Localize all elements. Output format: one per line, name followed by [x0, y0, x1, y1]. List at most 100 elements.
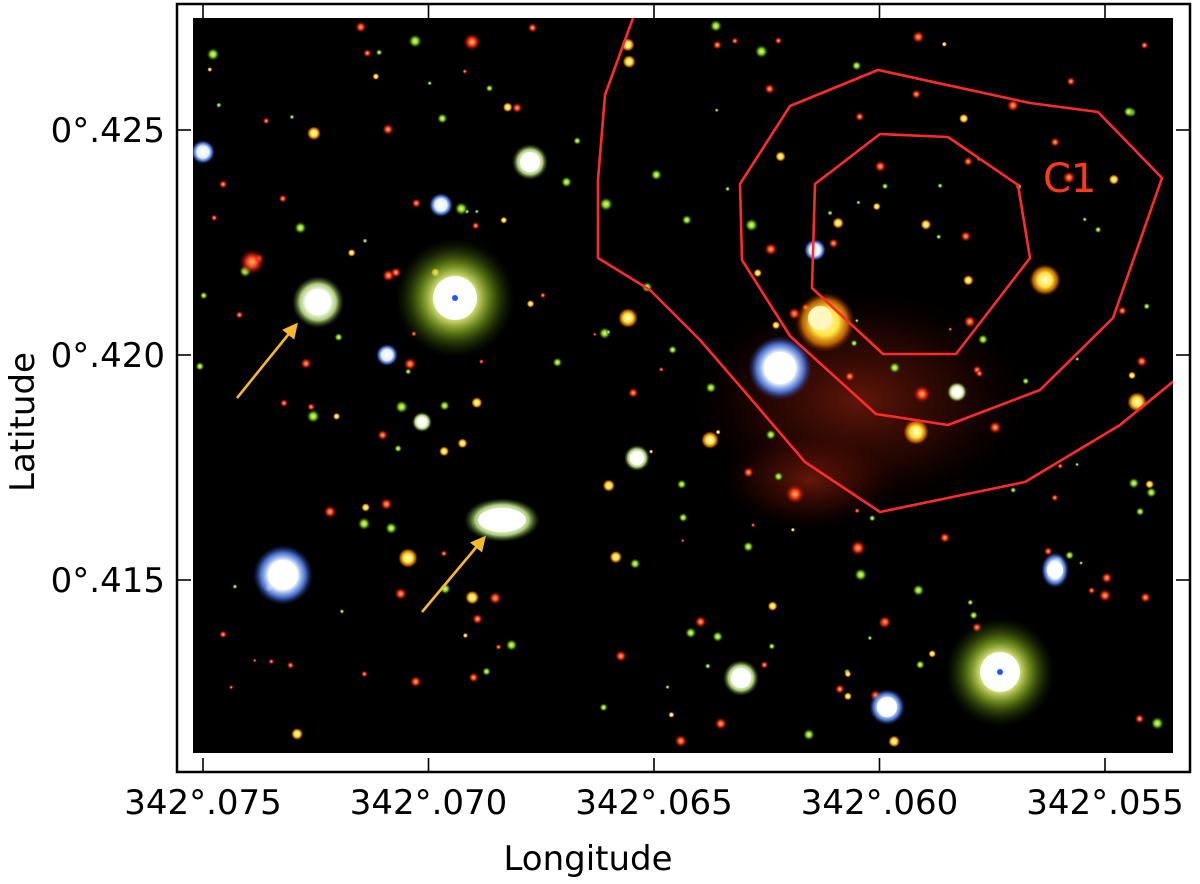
faint-star: [485, 84, 494, 93]
faint-star: [750, 522, 756, 528]
faint-star: [339, 608, 345, 614]
faint-star: [912, 584, 925, 597]
faint-star: [709, 19, 723, 33]
faint-star: [960, 230, 972, 242]
faint-star: [592, 332, 597, 337]
faint-star: [294, 221, 307, 234]
faint-star: [658, 366, 664, 373]
faint-star: [471, 397, 483, 409]
faint-star: [409, 675, 422, 688]
faint-star: [1050, 137, 1061, 148]
faint-star: [680, 538, 685, 543]
sky-image: [193, 18, 1173, 753]
faint-star: [462, 68, 468, 75]
faint-star: [881, 182, 889, 190]
faint-star: [742, 541, 754, 553]
faint-star: [300, 357, 312, 370]
faint-star: [361, 503, 371, 512]
faint-star: [474, 209, 479, 214]
faint-star: [622, 55, 636, 69]
faint-star: [333, 412, 341, 420]
faint-star: [767, 601, 778, 611]
faint-star: [602, 479, 615, 492]
faint-star: [828, 238, 839, 249]
faint-star: [334, 332, 343, 342]
faint-star: [681, 214, 692, 225]
faint-star: [843, 692, 852, 701]
axes-frame: [175, 2, 1192, 774]
faint-star: [495, 643, 502, 651]
faint-star: [889, 362, 901, 374]
faint-star: [888, 735, 900, 748]
faint-star: [939, 532, 951, 544]
faint-star: [1065, 550, 1075, 560]
faint-star: [394, 587, 408, 601]
arrow-annotation: [235, 322, 298, 399]
faint-star: [937, 182, 943, 189]
faint-star: [199, 291, 208, 300]
y-tick-label: 0°.420: [51, 336, 165, 376]
faint-star: [685, 627, 697, 639]
faint-star: [844, 371, 856, 382]
faint-star: [286, 661, 295, 670]
faint-star: [382, 123, 394, 136]
faint-star: [694, 615, 707, 628]
faint-star: [437, 113, 448, 124]
faint-star: [868, 514, 876, 522]
faint-star: [988, 420, 1002, 434]
faint-star: [714, 108, 719, 113]
faint-star: [471, 221, 480, 230]
faint-star: [427, 80, 433, 86]
faint-star: [790, 527, 796, 532]
faint-star: [674, 734, 688, 748]
faint-star: [439, 446, 450, 457]
faint-star: [1078, 560, 1084, 566]
faint-star: [854, 318, 859, 323]
faint-star: [268, 658, 275, 665]
faint-star: [210, 214, 218, 222]
faint-star: [731, 37, 739, 45]
faint-star: [262, 117, 270, 125]
faint-star: [742, 466, 755, 478]
faint-star: [1150, 716, 1164, 730]
faint-star: [560, 176, 573, 188]
faint-star: [668, 345, 677, 355]
x-tick-label: 342°.060: [801, 783, 959, 823]
faint-star: [764, 83, 776, 95]
faint-star: [963, 275, 974, 286]
faint-star: [911, 30, 925, 44]
faint-star: [856, 200, 861, 205]
faint-star: [832, 217, 844, 229]
faint-star: [935, 234, 942, 240]
faint-star: [1117, 306, 1128, 316]
faint-star: [394, 444, 402, 453]
faint-star: [307, 402, 316, 411]
faint-star: [963, 156, 973, 167]
faint-star: [372, 73, 380, 80]
faint-star: [468, 672, 479, 683]
faint-star: [650, 169, 662, 181]
faint-star: [1123, 106, 1134, 117]
faint-star: [678, 512, 688, 523]
faint-star: [712, 631, 724, 643]
faint-star: [289, 114, 295, 120]
contour-outer: [596, 18, 1173, 514]
x-tick-label: 342°.055: [1026, 783, 1184, 823]
faint-star: [867, 635, 873, 641]
faint-star: [252, 658, 257, 663]
faint-star: [854, 111, 865, 122]
x-tick-label: 342°.065: [575, 783, 733, 823]
faint-star: [1128, 371, 1136, 380]
faint-star: [1022, 377, 1030, 385]
faint-star: [323, 505, 337, 519]
faint-star: [1128, 477, 1140, 489]
faint-star: [629, 558, 641, 570]
faint-star: [911, 89, 922, 100]
clump-label: C1: [1043, 156, 1096, 202]
faint-star: [306, 409, 321, 424]
faint-star: [609, 550, 623, 564]
faint-star: [357, 517, 371, 531]
faint-star: [207, 67, 213, 72]
faint-star: [228, 684, 234, 690]
